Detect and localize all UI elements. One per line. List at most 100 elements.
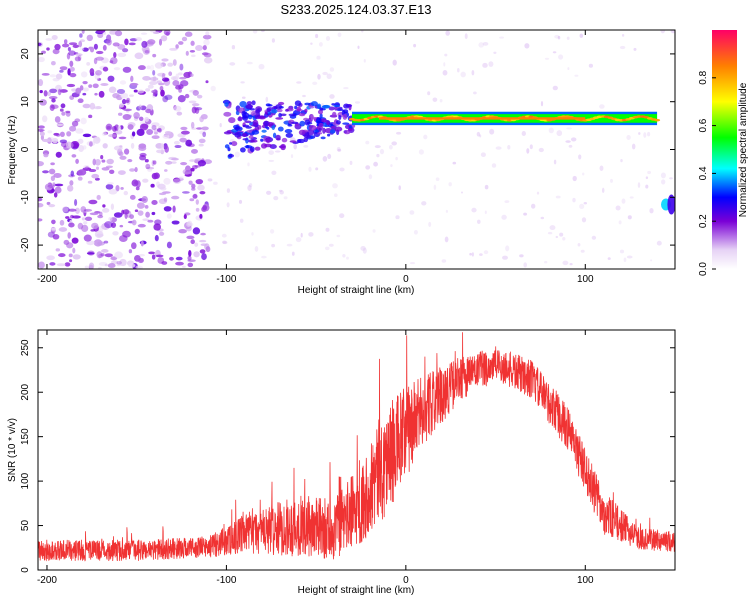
heatmap-cell [94, 177, 100, 181]
heatmap-cell [86, 252, 95, 255]
heatmap-cell [291, 251, 295, 256]
heatmap-cell [74, 56, 81, 62]
heatmap-cell [180, 126, 188, 131]
heatmap-cell [191, 148, 198, 154]
x-tick-label: 100 [577, 575, 594, 586]
heatmap-cell [302, 94, 306, 98]
heatmap-cell [288, 113, 297, 117]
heatmap-cell [137, 65, 146, 71]
heatmap-cell [484, 210, 487, 215]
heatmap-cell [317, 73, 321, 80]
heatmap-cell [298, 112, 306, 117]
heatmap-cell [129, 38, 138, 42]
heatmap-cell [81, 30, 85, 34]
heatmap-cell [123, 190, 129, 196]
x-tick-label: 100 [577, 274, 594, 285]
heatmap-cell [144, 204, 149, 209]
y-tick-label: 250 [20, 339, 31, 356]
heatmap-cell [54, 116, 61, 123]
heatmap-cell [54, 183, 64, 187]
heatmap-cell [538, 147, 544, 153]
heatmap-cell [127, 159, 133, 163]
heatmap-cell [131, 219, 137, 226]
heatmap-cell [523, 262, 527, 268]
heatmap-cell [234, 151, 240, 158]
heatmap-cell [549, 225, 556, 231]
heatmap-cell [96, 194, 101, 200]
heatmap-cell [182, 191, 190, 194]
heatmap-cell [328, 243, 334, 247]
heatmap-cell [116, 261, 122, 265]
heatmap-cell [265, 96, 269, 103]
heatmap-cell [82, 47, 89, 52]
heatmap-cell [222, 240, 227, 244]
heatmap-cell [349, 160, 353, 166]
heatmap-cell [194, 107, 200, 114]
heatmap-cell [55, 73, 63, 80]
heatmap-cell [645, 176, 649, 180]
heatmap-cell [409, 210, 415, 215]
heatmap-cell [131, 242, 137, 250]
heatmap-cell [631, 143, 636, 150]
heatmap-cell [279, 190, 284, 195]
heatmap-cell [166, 241, 172, 249]
y-tick-label: -10 [20, 190, 31, 205]
y-tick-label: -20 [20, 237, 31, 252]
colorbar-tick-label: 0.0 [698, 262, 709, 276]
colorbar-tick-label: 0.6 [698, 118, 709, 132]
heatmap-cell [181, 265, 186, 269]
heatmap-cell [188, 100, 197, 104]
heatmap-cell [245, 103, 254, 110]
heatmap-cell [269, 229, 275, 234]
y-tick-label: 0 [20, 567, 31, 573]
heatmap-cell [114, 129, 123, 135]
heatmap-cell [43, 90, 48, 97]
heatmap-cell [100, 154, 104, 160]
heatmap-cell [337, 148, 342, 152]
heatmap-cell [599, 165, 604, 171]
heatmap-cell [38, 202, 44, 208]
heatmap-cell [464, 33, 468, 40]
heatmap-cell [95, 166, 100, 170]
heatmap-cell [322, 104, 331, 109]
heatmap-cell [247, 114, 253, 120]
heatmap-cell [248, 183, 253, 188]
heatmap-cell [52, 48, 60, 55]
heatmap-cell [482, 41, 489, 46]
heatmap-cell [39, 131, 45, 137]
heatmap-cell [141, 196, 148, 203]
heatmap-cell [72, 44, 80, 49]
heatmap-cell [201, 126, 209, 131]
heatmap-cell [395, 215, 400, 220]
heatmap-cell [82, 87, 89, 92]
heatmap-cell [151, 159, 155, 167]
heatmap-cell [151, 199, 158, 206]
heatmap-cell [135, 265, 143, 269]
y-tick-label: 200 [20, 383, 31, 400]
heatmap-cell [93, 136, 101, 144]
heatmap-cell [203, 57, 213, 64]
heatmap-cell [106, 158, 114, 165]
heatmap-cell [245, 126, 252, 129]
heatmap-cell [342, 109, 349, 114]
heatmap-cell [96, 251, 103, 259]
heatmap-cell [280, 143, 286, 151]
heatmap-cell [149, 80, 158, 86]
heatmap-cell [161, 261, 168, 265]
heatmap-cell [67, 46, 71, 52]
heatmap-cell [130, 83, 139, 86]
heatmap-cell [144, 50, 150, 54]
y-tick-label: 150 [20, 428, 31, 445]
heatmap-cell [131, 131, 136, 137]
heatmap-cell [544, 57, 550, 60]
heatmap-cell [342, 122, 350, 125]
heatmap-cell [421, 201, 427, 206]
heatmap-cell [98, 90, 105, 98]
heatmap-cell [48, 96, 58, 100]
heatmap-cell [372, 229, 376, 233]
heatmap-cell [55, 248, 61, 252]
heatmap-cell [263, 120, 269, 126]
heatmap-cell [42, 170, 49, 174]
heatmap-cell [138, 253, 145, 257]
